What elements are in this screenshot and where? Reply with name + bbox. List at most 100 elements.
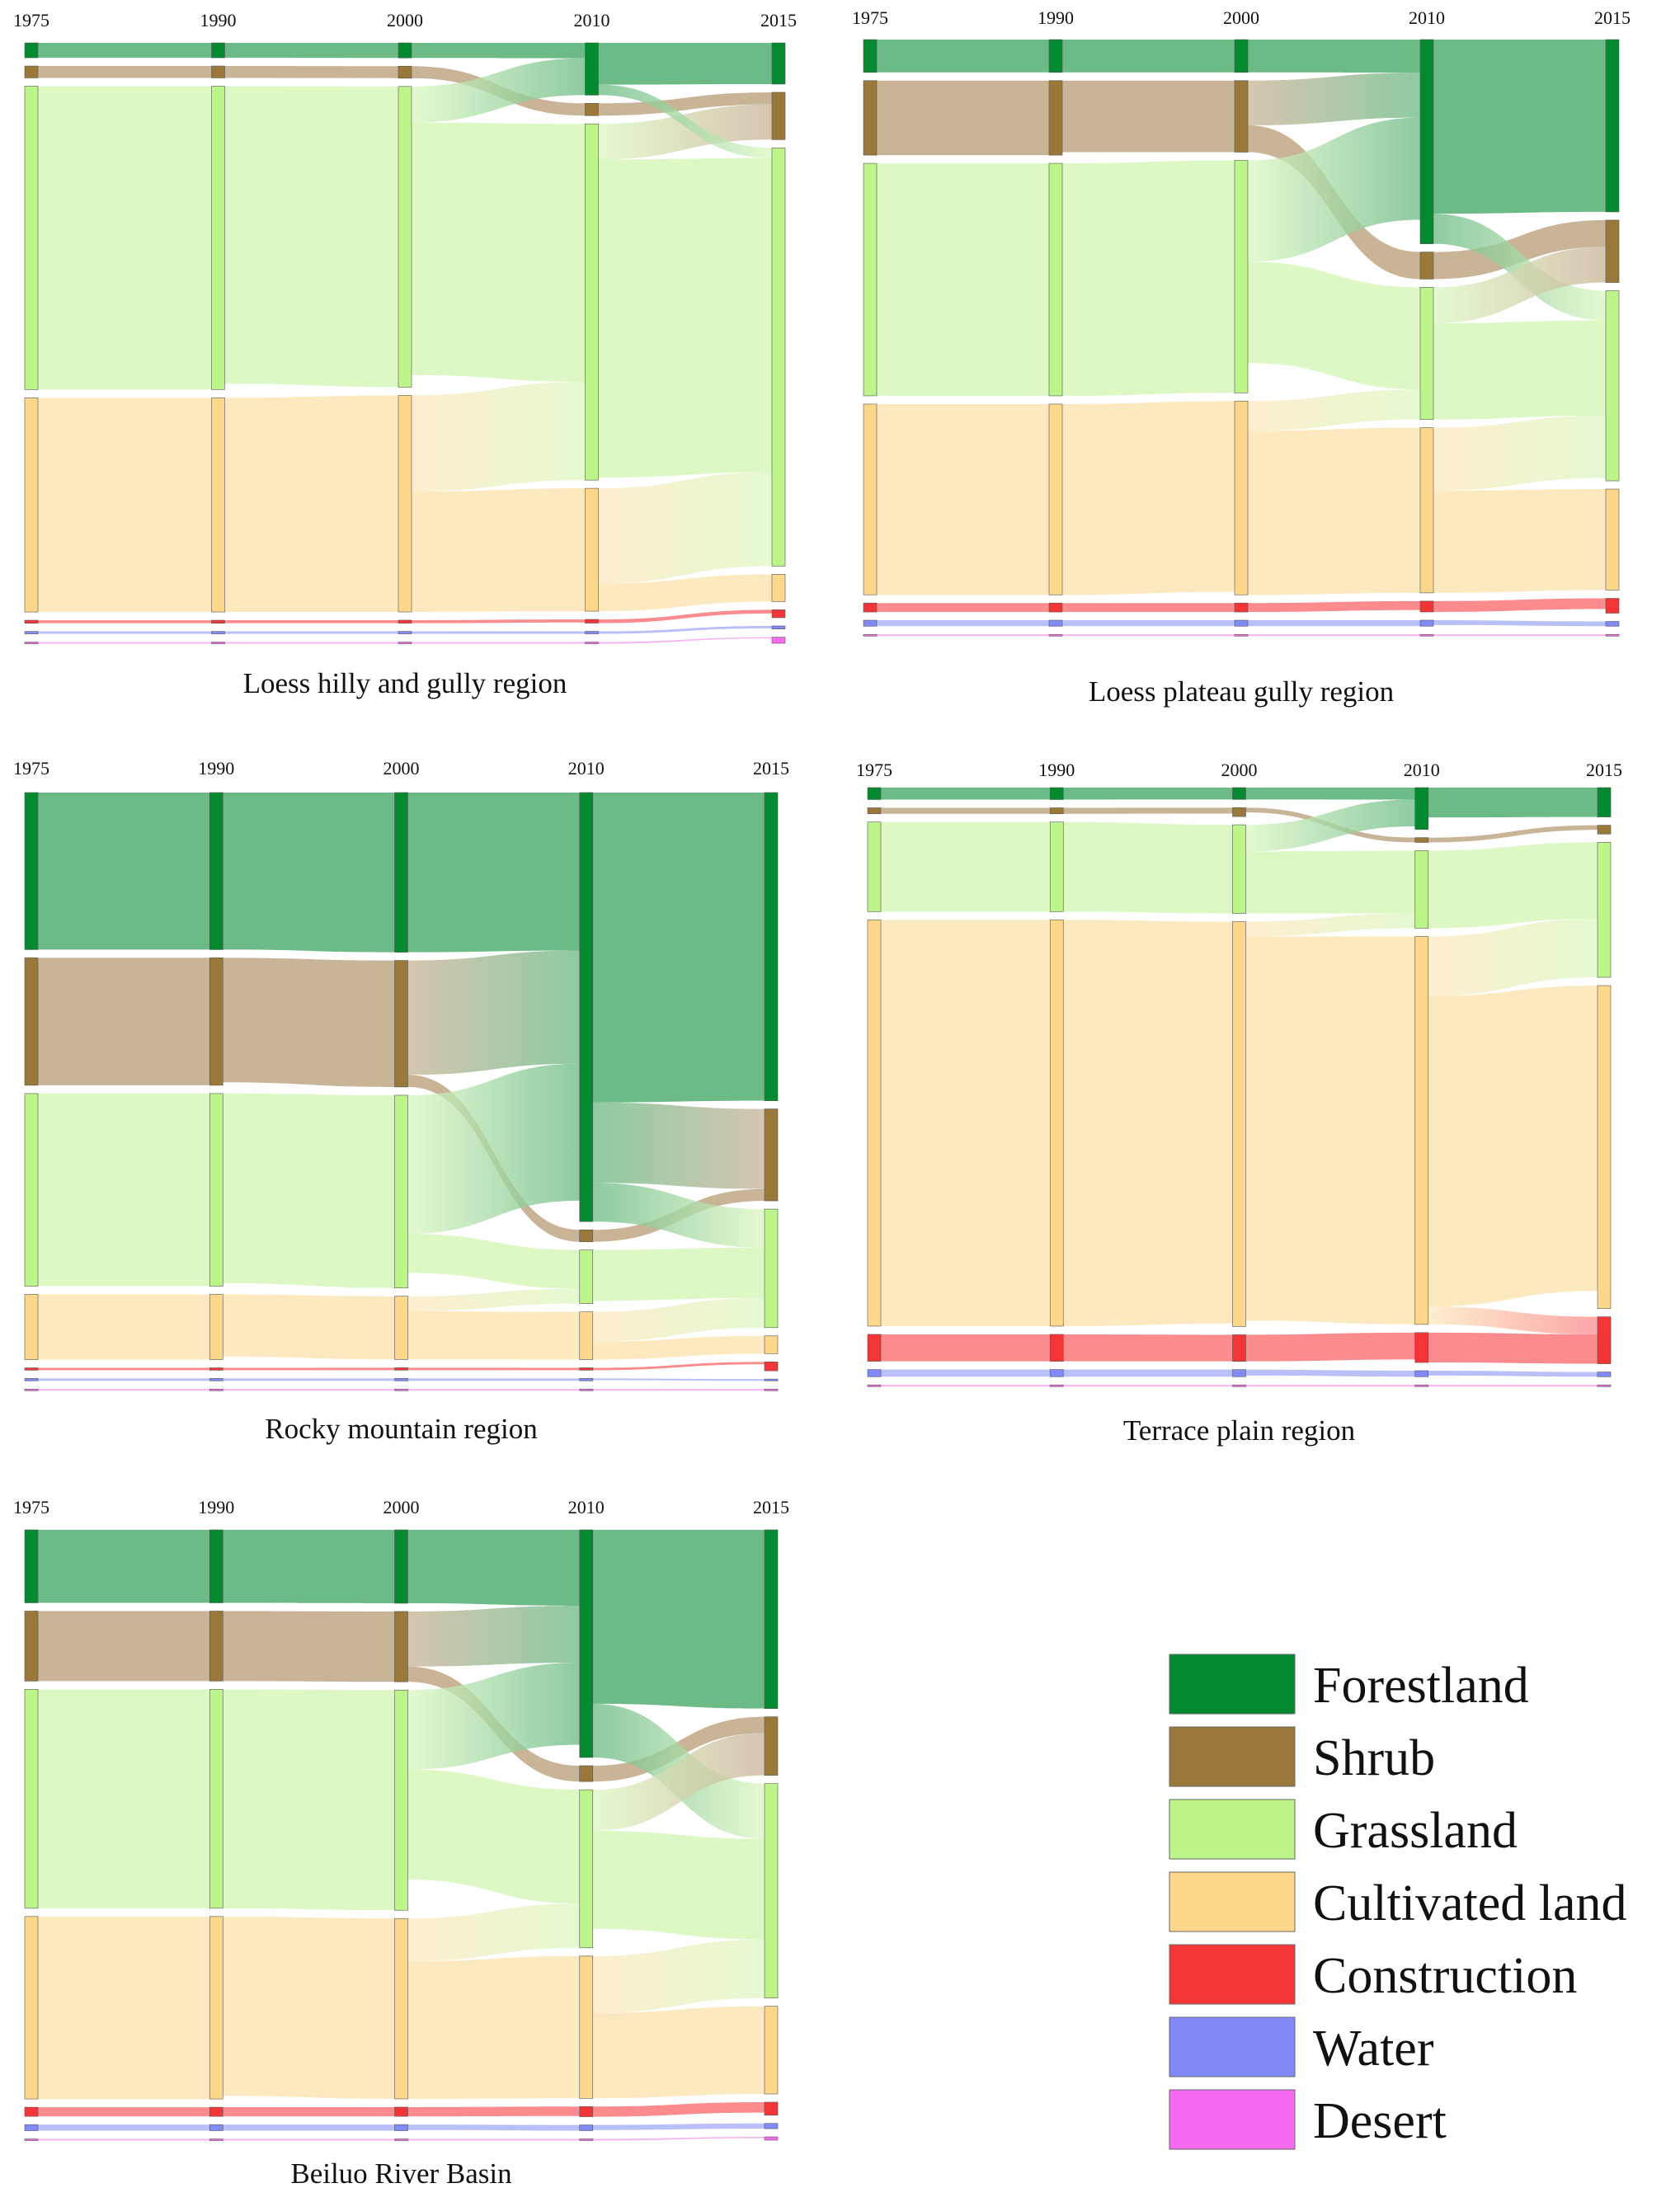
node-grassland-1975 bbox=[24, 86, 39, 390]
node-shrub-2015 bbox=[1597, 825, 1612, 835]
flow-water-to-water bbox=[223, 2124, 395, 2131]
flow-desert-to-desert bbox=[598, 637, 772, 644]
flow-desert-to-desert bbox=[38, 2138, 210, 2141]
node-desert-2000 bbox=[394, 1388, 408, 1391]
node-construction-1990 bbox=[209, 2106, 224, 2117]
flow-water-to-water bbox=[1062, 620, 1235, 627]
node-cultivated-land-1990 bbox=[1048, 403, 1063, 595]
legend-swatch bbox=[1169, 1944, 1296, 2005]
flow-water-to-water bbox=[38, 1378, 210, 1381]
flow-construction-to-construction bbox=[38, 2107, 210, 2117]
node-shrub-1990 bbox=[209, 1611, 224, 1682]
node-water-1990 bbox=[209, 1378, 224, 1381]
flow-water-to-water bbox=[1063, 1369, 1233, 1377]
flow-cultivated-land-to-grassland bbox=[1248, 389, 1420, 431]
flow-water-to-water bbox=[224, 631, 398, 634]
flow-cultivated-land-to-cultivated-land bbox=[407, 1310, 580, 1360]
node-cultivated-land-2015 bbox=[764, 2006, 779, 2095]
flow-construction-to-construction bbox=[1062, 603, 1235, 613]
flow-grassland-to-grassland bbox=[598, 158, 772, 478]
flow-forestland-to-forestland bbox=[592, 1530, 765, 1709]
flow-construction-to-construction bbox=[598, 609, 772, 623]
node-construction-2015 bbox=[1597, 1316, 1612, 1364]
legend-label: Grassland bbox=[1313, 1803, 1518, 1859]
legend-item: Water bbox=[1169, 2016, 1434, 2077]
node-construction-2010 bbox=[585, 619, 599, 623]
flow-desert-to-desert bbox=[592, 2137, 765, 2141]
node-water-1990 bbox=[211, 631, 225, 634]
node-shrub-2010 bbox=[1414, 837, 1429, 843]
flows bbox=[881, 788, 1598, 1387]
node-water-2010 bbox=[585, 631, 599, 634]
flow-water-to-water bbox=[592, 2123, 765, 2130]
flow-cultivated-land-to-cultivated-land bbox=[1428, 986, 1598, 1307]
node-water-1975 bbox=[863, 619, 878, 627]
flow-grassland-to-grassland bbox=[223, 1689, 395, 1911]
node-water-2015 bbox=[1605, 621, 1620, 627]
flow-forestland-to-forestland bbox=[224, 43, 398, 59]
node-water-2000 bbox=[1234, 619, 1249, 627]
node-desert-1975 bbox=[24, 642, 39, 644]
node-cultivated-land-2015 bbox=[1605, 488, 1620, 590]
flow-construction-to-construction bbox=[412, 619, 586, 623]
node-cultivated-land-1975 bbox=[863, 403, 878, 595]
node-grassland-2000 bbox=[394, 1689, 408, 1911]
node-forestland-2015 bbox=[764, 792, 779, 1101]
flow-cultivated-land-to-cultivated-land bbox=[592, 1335, 765, 1360]
node-grassland-2000 bbox=[398, 86, 412, 388]
node-forestland-2010 bbox=[1419, 39, 1434, 244]
flow-forestland-to-forestland bbox=[1428, 788, 1598, 818]
flow-grassland-to-grassland bbox=[407, 1233, 580, 1289]
flow-cultivated-land-to-cultivated-land bbox=[598, 574, 772, 612]
node-construction-1990 bbox=[211, 619, 225, 623]
node-shrub-2010 bbox=[579, 1765, 594, 1782]
node-forestland-2000 bbox=[394, 1529, 408, 1604]
legend-item: Grassland bbox=[1169, 1799, 1518, 1860]
node-water-2010 bbox=[1419, 619, 1434, 627]
flow-construction-to-construction bbox=[1248, 600, 1420, 613]
node-cultivated-land-1975 bbox=[24, 1294, 39, 1360]
node-grassland-2010 bbox=[1419, 287, 1434, 420]
year-label: 1990 bbox=[1038, 760, 1075, 780]
node-forestland-2015 bbox=[764, 1529, 779, 1709]
flow-desert-to-desert bbox=[224, 642, 398, 644]
legend-swatch bbox=[1169, 2089, 1296, 2150]
node-water-2010 bbox=[1414, 1370, 1429, 1377]
flow-desert-to-desert bbox=[412, 642, 586, 644]
node-water-2000 bbox=[394, 1378, 408, 1381]
node-shrub-1990 bbox=[211, 65, 225, 78]
node-construction-2010 bbox=[1414, 1332, 1429, 1363]
flow-shrub-to-shrub bbox=[1428, 825, 1598, 843]
flow-construction-to-construction bbox=[877, 603, 1049, 613]
flows bbox=[38, 1530, 765, 2141]
year-label: 2000 bbox=[387, 10, 423, 31]
flow-construction-to-construction bbox=[38, 620, 212, 623]
flow-water-to-water bbox=[877, 620, 1049, 627]
flow-forestland-to-forestland bbox=[881, 788, 1051, 800]
flow-desert-to-desert bbox=[38, 642, 212, 644]
flow-desert-to-desert bbox=[1062, 634, 1235, 637]
flows bbox=[38, 43, 772, 644]
flow-grassland-to-grassland bbox=[38, 86, 212, 390]
node-desert-1975 bbox=[24, 2138, 39, 2141]
flow-desert-to-desert bbox=[223, 1389, 395, 1391]
year-label: 2000 bbox=[384, 758, 420, 779]
flow-construction-to-construction bbox=[407, 1367, 580, 1371]
flow-construction-to-construction bbox=[224, 619, 398, 623]
flow-forestland-to-forestland bbox=[407, 1530, 580, 1606]
legend-label: Construction bbox=[1313, 1948, 1577, 2004]
node-forestland-1975 bbox=[24, 42, 39, 59]
node-shrub-2015 bbox=[764, 1108, 779, 1202]
flow-shrub-to-shrub bbox=[598, 92, 772, 116]
legend-item: Cultivated land bbox=[1169, 1871, 1627, 1932]
year-label: 2000 bbox=[1223, 7, 1259, 28]
legend-swatch bbox=[1169, 2016, 1296, 2077]
year-label: 2015 bbox=[760, 10, 797, 31]
flow-cultivated-land-to-construction bbox=[1428, 1306, 1598, 1334]
node-desert-2015 bbox=[771, 637, 786, 644]
node-forestland-2010 bbox=[1414, 787, 1429, 830]
sankey-panels: 1975 1990 2000 2010 2015 Loess hilly and gull… bbox=[13, 7, 1631, 2190]
node-cultivated-land-2000 bbox=[394, 1917, 408, 2100]
node-water-2015 bbox=[764, 2123, 779, 2129]
flows bbox=[877, 40, 1606, 637]
